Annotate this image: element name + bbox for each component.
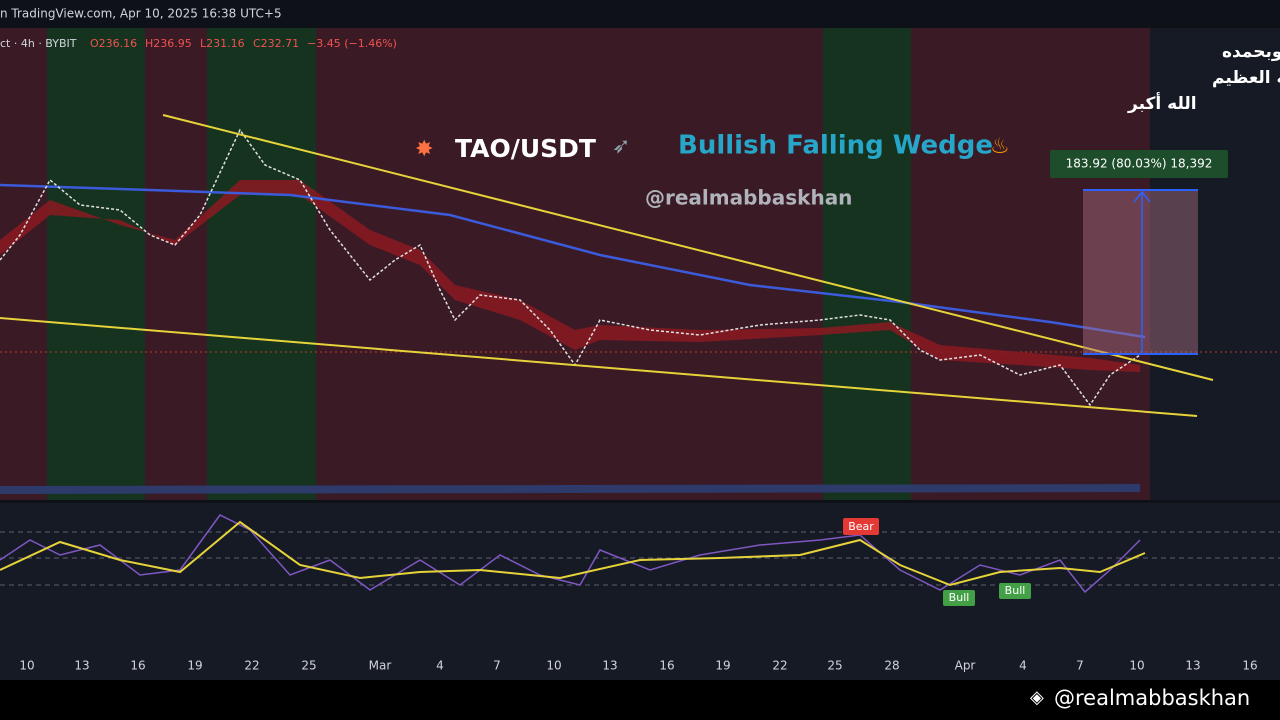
zones [0,28,1150,500]
x-axis-label: 7 [493,659,501,673]
x-axis-label: 16 [130,659,145,673]
legend-low: L231.16 [200,37,245,50]
measure-box [1083,190,1198,354]
price-action [0,128,1141,407]
legend-open: O236.16 [90,37,137,50]
x-axis-label: 19 [715,659,730,673]
moving-average [0,183,1146,339]
pattern-title: Bullish Falling Wedge [678,131,993,161]
spark-icon: ✸ [415,137,433,162]
header: n TradingView.com, Apr 10, 2025 16:38 UT… [0,7,282,21]
bear-label: Bear [848,520,874,533]
arabic-line: سبحان الله وبحمده [1222,42,1280,62]
bull-badge [999,583,1031,599]
pane-divider [0,500,1280,503]
x-axis-label: 16 [659,659,674,673]
bear-badge [843,518,879,535]
x-axis-label: 10 [19,659,34,673]
legend-high: H236.95 [145,37,192,50]
x-axis-label: 4 [1019,659,1027,673]
x-axis-label: 10 [1129,659,1144,673]
x-axis-label: 25 [301,659,316,673]
x-axis-label: 13 [1185,659,1200,673]
x-axis-label: Mar [369,659,392,673]
top-bar [0,0,1280,28]
rsi-ma [0,520,1146,587]
measure-label-bg [1050,150,1228,178]
x-axis: 10 13 16 19 22 25 Mar 4 7 10 13 16 19 22 25 28 Apr 4 7 10 13… [19,659,1257,673]
measure-label: 183.92 (80.03%) 18,392 [1066,157,1213,171]
x-axis-label: 13 [74,659,89,673]
volume [0,484,1141,494]
wedge-upper [162,114,1214,381]
x-axis-label: Apr [955,659,976,673]
ema-ribbon [0,180,1140,372]
x-axis-label: 19 [187,659,202,673]
x-axis-label: 10 [546,659,561,673]
bull-label: Bull [949,591,970,604]
watermark: @realmabbaskhan [1054,686,1250,710]
fire-icon: ♨ [990,134,1010,159]
measure-arrow [1133,190,1151,354]
bull-label: Bull [1005,584,1026,597]
bottom-bar [0,680,1280,720]
legend: ct · 4h · BYBIT O236.16 H236.95 L231.16 … [0,37,397,50]
arabic-text: سبحان الله وبحمده سبحان الله العظيم الله… [1127,42,1280,114]
x-axis-label: 16 [1242,659,1257,673]
x-axis-label: 7 [1076,659,1084,673]
x-axis-label: 4 [436,659,444,673]
watermark-icon: ◈ [1030,687,1044,708]
x-axis-label: 25 [827,659,842,673]
legend-close: C232.71 [253,37,299,50]
x-axis-label: 28 [884,659,899,673]
arabic-line: سبحان الله العظيم [1212,68,1280,88]
rocket-icon: ➶ [612,134,630,159]
wedge-lower [0,317,1198,417]
legend-symbol: ct · 4h · BYBIT [0,37,77,50]
x-axis-label: 13 [602,659,617,673]
x-axis-label: 22 [244,659,259,673]
legend-change: −3.45 (−1.46%) [307,37,397,50]
handle: @realmabbaskhan [645,186,852,210]
bull-badge [943,590,975,606]
x-axis-label: 22 [772,659,787,673]
arabic-line: الله أكبر [1127,92,1197,114]
pair-title: TAO/USDT [455,134,596,163]
rsi-levels [0,531,1280,586]
